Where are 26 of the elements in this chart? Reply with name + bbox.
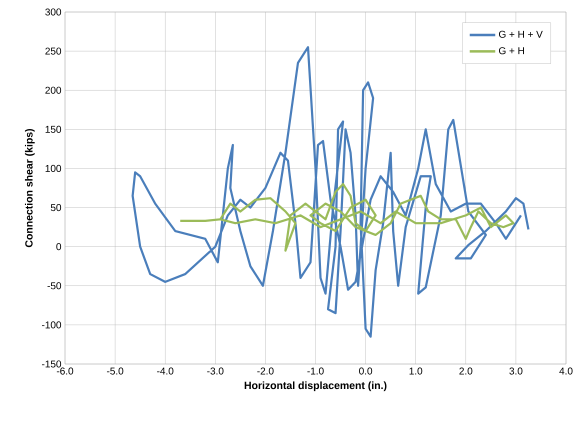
x-axis-title: Horizontal displacement (in.) (244, 381, 386, 392)
y-tick-label: 0 (56, 243, 62, 250)
legend-label: G + H + V (498, 30, 543, 38)
y-tick-label: 250 (45, 48, 62, 55)
y-tick-label: 150 (46, 126, 62, 133)
y-tick-label: -100 (42, 321, 62, 328)
y-axis-title: Connection shear (kips) (24, 128, 35, 248)
x-tick-label: -5.0 (106, 368, 124, 375)
legend-label: G + H (498, 47, 524, 54)
x-tick-label: 0.0 (359, 368, 372, 375)
y-tick-label: 50 (50, 204, 62, 212)
x-tick-label: 1.0 (410, 368, 422, 375)
line-series (132, 46, 530, 338)
y-tick-label: 100 (46, 164, 62, 172)
x-tick-label: -4.0 (157, 368, 174, 375)
y-tick-label: 200 (45, 86, 62, 94)
x-tick-label: -6.0 (56, 368, 74, 375)
y-tick-label: -150 (42, 360, 62, 368)
x-tick-label: -2.0 (257, 368, 274, 375)
x-tick-label: 3.0 (509, 368, 522, 375)
x-tick-label: -3.0 (207, 368, 224, 375)
y-tick-label: -50 (48, 282, 62, 290)
y-tick-label: 300 (45, 8, 62, 16)
x-tick-label: 2.0 (459, 368, 472, 375)
x-tick-label: -1.0 (307, 368, 324, 375)
x-tick-label: 4.0 (559, 368, 573, 375)
